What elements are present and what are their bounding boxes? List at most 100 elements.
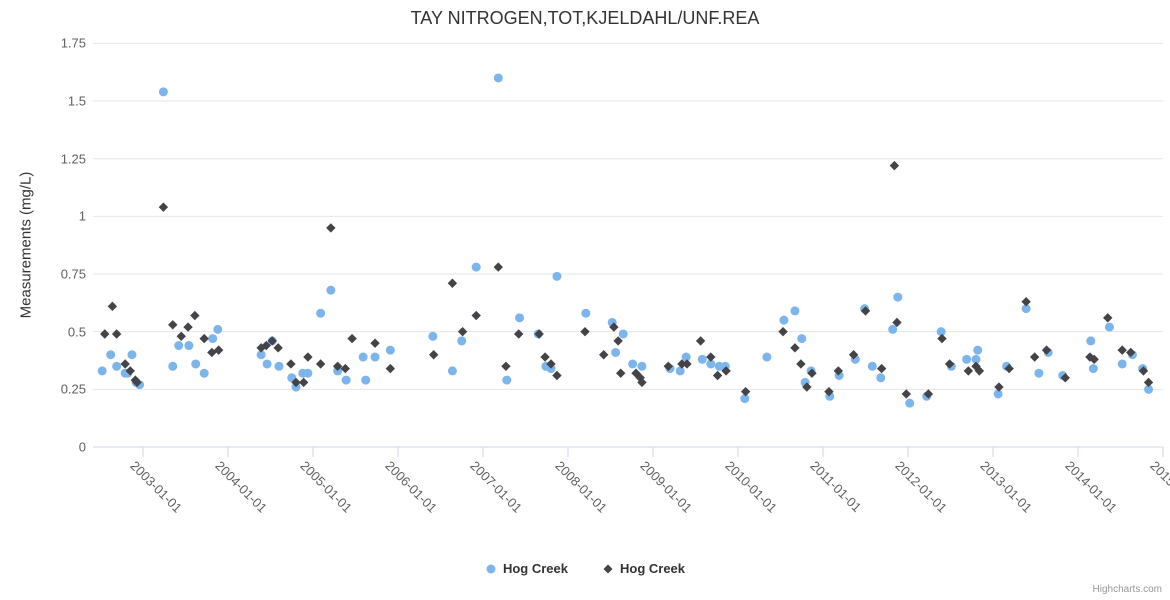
data-point-diamond[interactable]	[616, 368, 626, 378]
data-point-diamond[interactable]	[580, 326, 590, 337]
data-point-diamond[interactable]	[501, 361, 511, 371]
data-point-diamond[interactable]	[944, 359, 955, 369]
data-point-diamond[interactable]	[599, 350, 609, 360]
data-point-diamond[interactable]	[514, 329, 524, 339]
data-point-diamond[interactable]	[1060, 373, 1070, 383]
data-point-circle[interactable]	[779, 315, 789, 325]
data-point-circle[interactable]	[797, 334, 807, 344]
data-point-diamond[interactable]	[546, 359, 556, 369]
data-point-diamond[interactable]	[429, 350, 439, 360]
data-point-circle[interactable]	[358, 352, 368, 362]
data-point-circle[interactable]	[174, 341, 184, 351]
data-point-diamond[interactable]	[712, 370, 723, 381]
data-point-diamond[interactable]	[1117, 345, 1127, 355]
data-point-diamond[interactable]	[286, 359, 296, 369]
data-point-diamond[interactable]	[994, 382, 1004, 392]
data-point-diamond[interactable]	[937, 333, 947, 344]
data-point-diamond[interactable]	[111, 329, 122, 339]
data-point-diamond[interactable]	[860, 306, 871, 316]
data-point-circle[interactable]	[888, 324, 898, 334]
data-point-diamond[interactable]	[721, 366, 731, 376]
data-point-diamond[interactable]	[1138, 366, 1149, 376]
data-point-diamond[interactable]	[347, 333, 357, 344]
data-point-circle[interactable]	[168, 361, 178, 371]
data-point-circle[interactable]	[316, 308, 326, 318]
data-point-circle[interactable]	[581, 308, 591, 318]
data-point-diamond[interactable]	[176, 331, 186, 341]
data-point-diamond[interactable]	[298, 377, 309, 388]
data-point-circle[interactable]	[1086, 336, 1096, 346]
data-point-circle[interactable]	[370, 352, 380, 362]
data-point-circle[interactable]	[867, 361, 877, 371]
data-point-circle[interactable]	[457, 336, 467, 346]
data-point-circle[interactable]	[1144, 384, 1154, 394]
data-point-diamond[interactable]	[190, 310, 200, 321]
data-point-circle[interactable]	[471, 262, 481, 272]
data-point-circle[interactable]	[184, 341, 194, 351]
data-point-diamond[interactable]	[833, 366, 843, 376]
data-point-diamond[interactable]	[892, 317, 902, 328]
data-point-diamond[interactable]	[540, 352, 550, 362]
data-point-diamond[interactable]	[261, 340, 271, 351]
legend-item-hog-creek-circle[interactable]: Hog Creek	[485, 561, 568, 576]
data-point-circle[interactable]	[428, 331, 438, 341]
data-point-circle[interactable]	[618, 329, 628, 339]
data-point-circle[interactable]	[697, 354, 707, 364]
data-point-diamond[interactable]	[1029, 352, 1040, 362]
data-point-diamond[interactable]	[183, 322, 193, 332]
data-point-circle[interactable]	[1117, 359, 1127, 369]
data-point-circle[interactable]	[385, 345, 395, 355]
data-point-diamond[interactable]	[303, 352, 313, 362]
data-point-circle[interactable]	[740, 394, 750, 404]
data-point-circle[interactable]	[274, 361, 284, 371]
data-point-circle[interactable]	[762, 352, 772, 362]
data-point-circle[interactable]	[106, 350, 116, 360]
data-point-diamond[interactable]	[158, 202, 169, 212]
data-point-diamond[interactable]	[613, 336, 623, 346]
data-point-diamond[interactable]	[385, 363, 396, 374]
data-point-diamond[interactable]	[107, 301, 118, 312]
data-point-circle[interactable]	[199, 368, 209, 378]
data-point-circle[interactable]	[552, 271, 562, 281]
data-point-diamond[interactable]	[1004, 363, 1014, 374]
data-point-diamond[interactable]	[790, 343, 800, 353]
data-point-diamond[interactable]	[132, 377, 142, 388]
data-point-circle[interactable]	[213, 324, 223, 334]
data-point-diamond[interactable]	[1143, 377, 1154, 388]
data-point-circle[interactable]	[127, 350, 137, 360]
data-point-circle[interactable]	[675, 366, 685, 376]
data-point-diamond[interactable]	[963, 366, 974, 376]
data-point-circle[interactable]	[493, 73, 503, 83]
data-point-diamond[interactable]	[213, 345, 224, 355]
data-point-circle[interactable]	[611, 347, 621, 357]
data-point-diamond[interactable]	[493, 262, 503, 272]
data-point-diamond[interactable]	[695, 336, 706, 346]
data-point-diamond[interactable]	[100, 329, 110, 339]
data-point-circle[interactable]	[973, 345, 983, 355]
data-point-circle[interactable]	[893, 292, 903, 302]
data-point-diamond[interactable]	[796, 359, 806, 369]
data-point-diamond[interactable]	[168, 320, 178, 330]
data-point-circle[interactable]	[790, 306, 800, 316]
data-point-circle[interactable]	[326, 285, 336, 295]
data-point-diamond[interactable]	[740, 386, 751, 397]
data-point-diamond[interactable]	[637, 377, 647, 388]
data-point-diamond[interactable]	[534, 329, 544, 339]
data-point-diamond[interactable]	[706, 352, 716, 362]
data-point-diamond[interactable]	[889, 160, 900, 171]
data-point-circle[interactable]	[637, 361, 647, 371]
data-point-diamond[interactable]	[974, 366, 985, 376]
data-point-circle[interactable]	[962, 354, 972, 364]
data-point-diamond[interactable]	[291, 377, 301, 388]
data-point-circle[interactable]	[681, 352, 691, 362]
data-point-diamond[interactable]	[457, 326, 468, 337]
data-point-diamond[interactable]	[609, 322, 619, 332]
data-point-diamond[interactable]	[332, 361, 343, 371]
data-point-circle[interactable]	[1088, 364, 1098, 374]
data-point-diamond[interactable]	[901, 389, 911, 399]
data-point-circle[interactable]	[1104, 322, 1114, 332]
data-point-circle[interactable]	[971, 354, 981, 364]
data-point-diamond[interactable]	[1021, 297, 1031, 307]
data-point-diamond[interactable]	[273, 343, 283, 353]
data-point-circle[interactable]	[256, 350, 266, 360]
